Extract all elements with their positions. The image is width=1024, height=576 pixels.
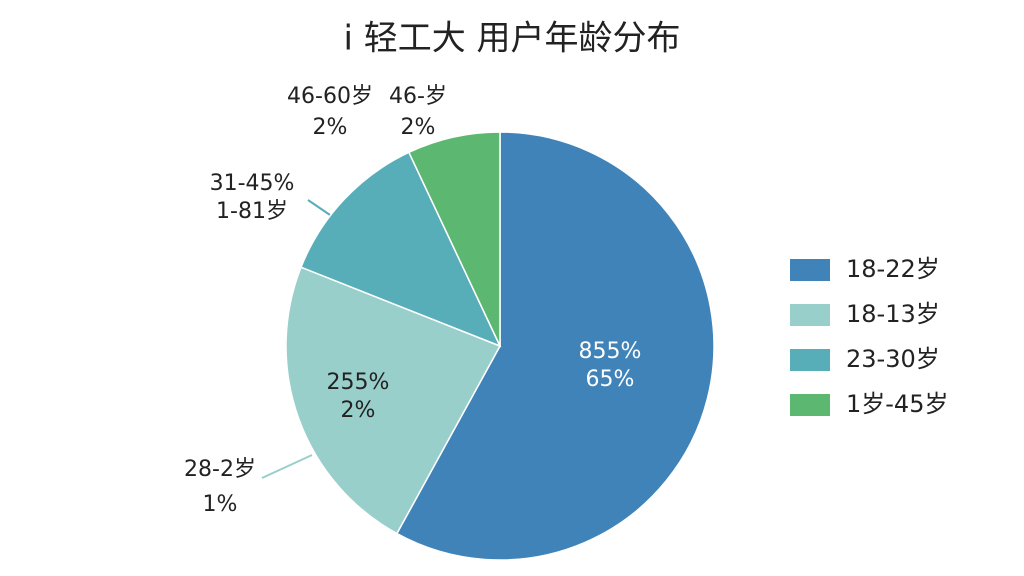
leader-line	[307, 199, 331, 216]
slice-label: 1-81岁	[216, 199, 288, 224]
pie-slice	[395, 131, 715, 561]
legend-label: 18-13岁	[846, 300, 940, 328]
slice-label: 46-岁	[389, 84, 447, 109]
slice-label: 855%	[579, 339, 642, 364]
pie-slice	[285, 266, 502, 535]
pie-slice	[300, 151, 502, 348]
slice-label: 2%	[341, 398, 376, 423]
slice-label: 2%	[401, 115, 436, 140]
slice-label: 28-2岁	[184, 457, 256, 482]
legend-swatch	[790, 394, 830, 416]
leader-line	[261, 454, 313, 479]
legend-swatch	[790, 304, 830, 326]
slice-label: 65%	[586, 367, 635, 392]
legend-label: 23-30岁	[846, 345, 940, 373]
slice-label: 46-60岁	[287, 84, 373, 109]
legend-label: 1岁-45岁	[846, 390, 948, 418]
slice-label: 2%	[313, 115, 348, 140]
chart-title: i 轻工大 用户年龄分布	[343, 19, 680, 59]
legend-label: 18-22岁	[846, 255, 940, 283]
slice-label: 31-45%	[210, 171, 295, 196]
legend-swatch	[790, 259, 830, 281]
legend-swatch	[790, 349, 830, 371]
slice-label: 1%	[203, 492, 238, 517]
pie-slice	[407, 131, 501, 347]
slice-label: 255%	[327, 370, 390, 395]
